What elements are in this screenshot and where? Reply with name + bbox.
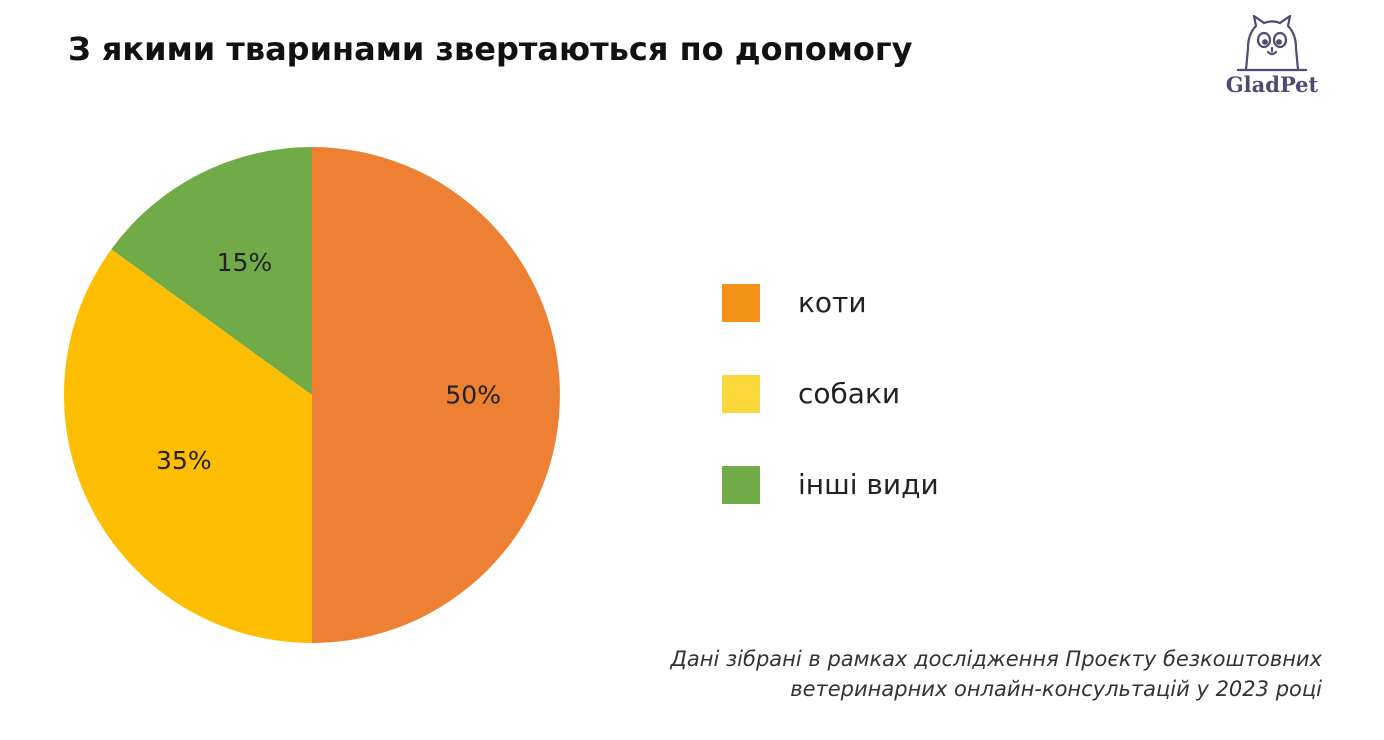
pie-label-dogs: 35%	[156, 446, 212, 475]
legend-swatch-other	[722, 466, 760, 504]
legend-swatch-dogs	[722, 375, 760, 413]
source-footnote: Дані зібрані в рамках дослідження Проєкт…	[670, 644, 1322, 704]
pie-label-other: 15%	[217, 248, 273, 277]
footnote-line-1: Дані зібрані в рамках дослідження Проєкт…	[670, 647, 1322, 671]
page-title: З якими тваринами звертаються по допомог…	[68, 30, 913, 68]
pie-slice-cats	[312, 147, 560, 643]
legend-label-other: інші види	[798, 468, 939, 501]
pie-slice-dogs	[63, 249, 313, 643]
cat-face-icon	[1236, 14, 1308, 72]
legend-label-cats: коти	[798, 286, 867, 319]
brand-logo: GladPet	[1214, 14, 1330, 100]
footnote-line-2: ветеринарних онлайн-консультацій у 2023 …	[790, 677, 1322, 701]
brand-logo-text: GladPet	[1225, 72, 1319, 97]
legend-swatch-cats	[722, 284, 760, 322]
pie-slice-other	[111, 147, 312, 395]
pie-chart: 50% 35% 15%	[63, 147, 560, 643]
legend-label-dogs: собаки	[798, 377, 901, 410]
pie-label-cats: 50%	[445, 381, 501, 410]
